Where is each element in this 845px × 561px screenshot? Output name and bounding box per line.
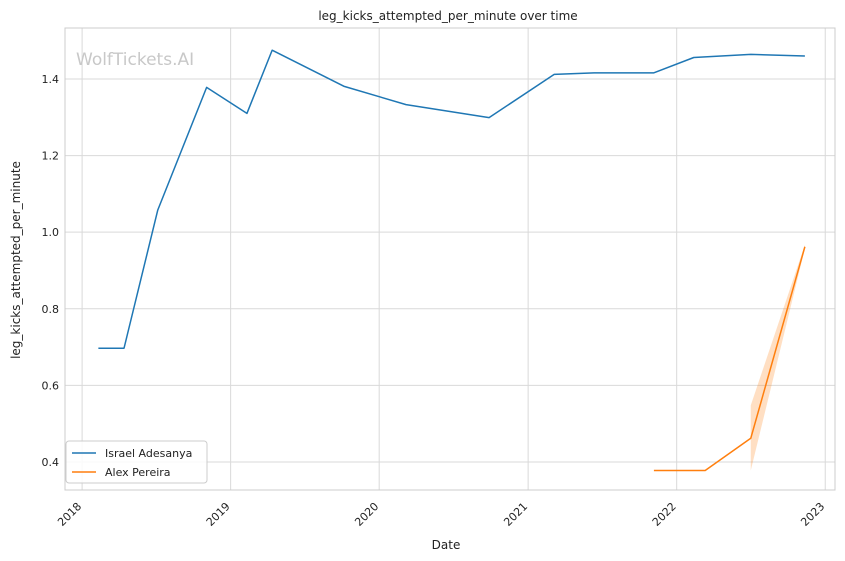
confidence-band-alex-pereira [750,244,805,471]
x-tick-2018: 2018 [55,500,84,529]
y-tick-labels: 0.4 0.6 0.8 1.0 1.2 1.4 [42,73,60,469]
plot-background [65,28,835,490]
y-axis-label: leg_kicks_attempted_per_minute [9,161,23,359]
x-tick-2019: 2019 [204,500,233,529]
y-tick-0.6: 0.6 [42,379,60,392]
confidence-bands [750,244,805,471]
y-tick-1.0: 1.0 [42,226,60,239]
legend-frame [65,440,208,484]
legend-label-alex-pereira: Alex Pereira [105,466,171,479]
legend-label-israel-adesanya: Israel Adesanya [105,447,192,460]
watermark: WolfTickets.AI [76,50,194,70]
series-line-israel-adesanya [98,49,805,350]
series-line-alex-pereira [653,246,806,472]
chart-title: leg_kicks_attempted_per_minute over time [318,9,577,23]
y-tick-1.4: 1.4 [42,73,60,86]
series-lines [98,49,806,472]
x-tick-2020: 2020 [352,500,381,529]
legend: Israel Adesanya Alex Pereira [65,440,208,484]
y-tick-0.8: 0.8 [42,303,60,316]
x-tick-2021: 2021 [501,500,530,529]
x-tick-labels: 2018 2019 2020 2021 2022 2023 [55,500,827,529]
x-tick-2023: 2023 [798,500,827,529]
y-tick-0.4: 0.4 [42,456,60,469]
x-axis-label: Date [432,538,461,552]
y-tick-1.2: 1.2 [42,150,60,163]
x-tick-2022: 2022 [650,500,679,529]
plot-frame [64,27,836,491]
